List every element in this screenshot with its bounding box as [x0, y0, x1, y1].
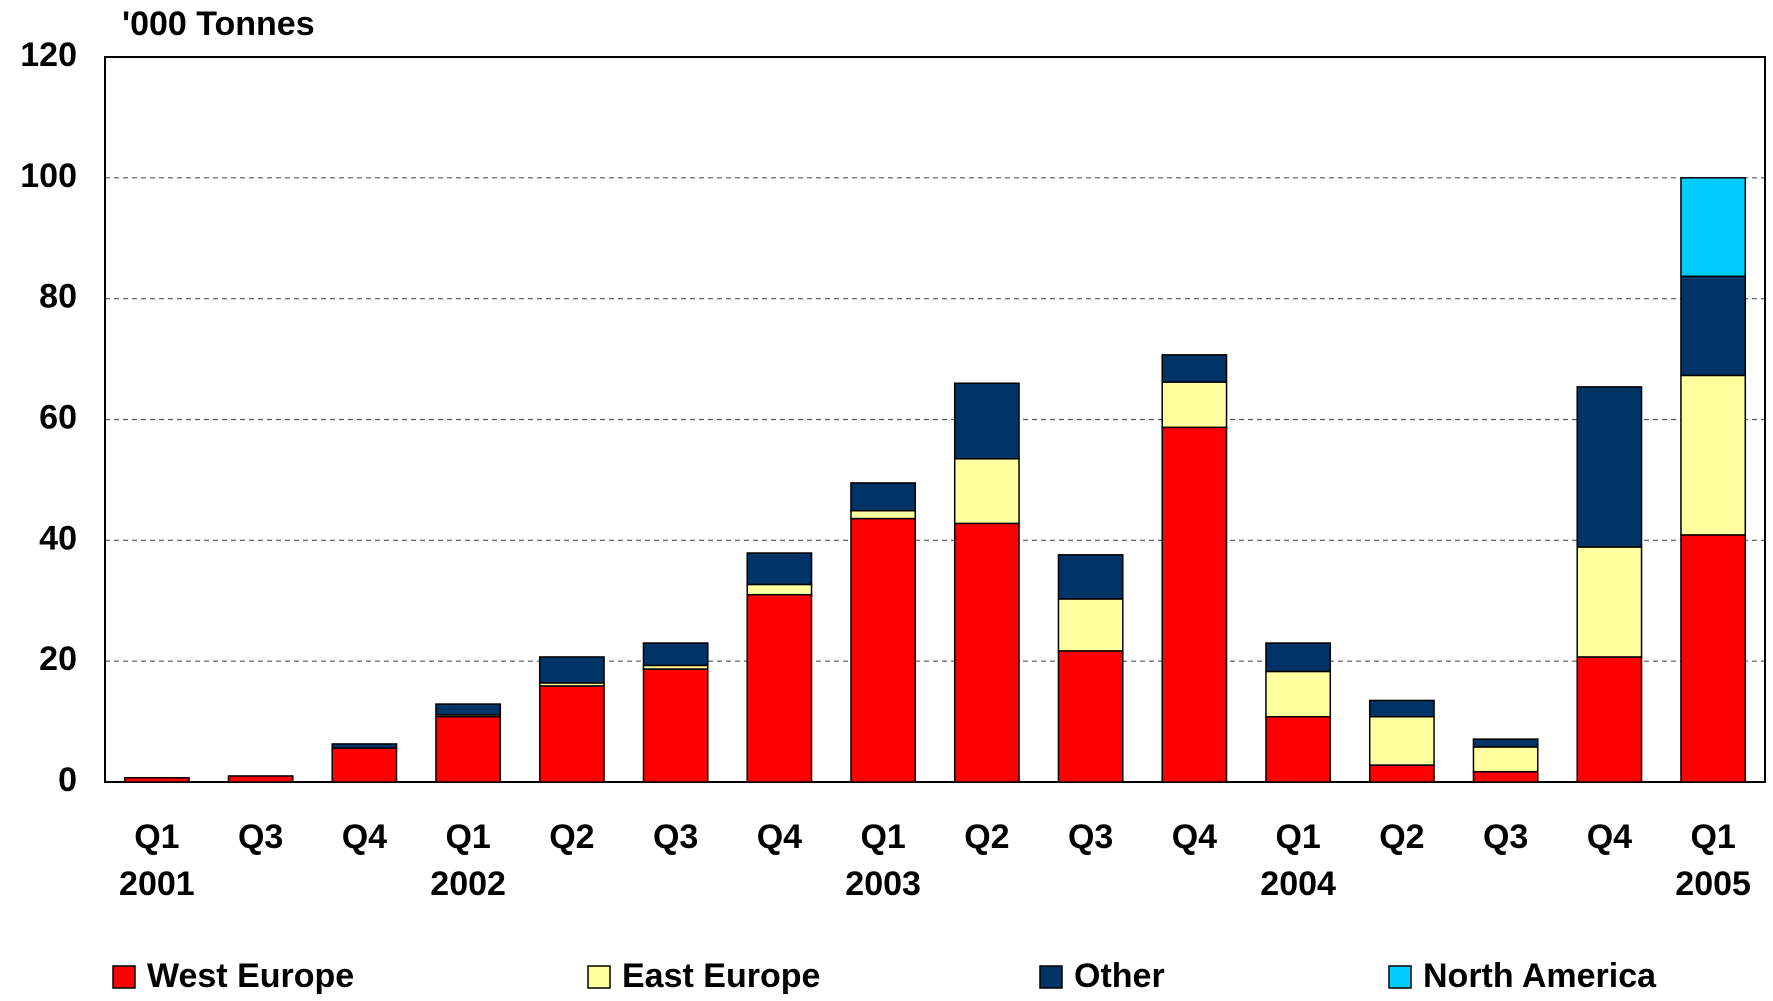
bar-segment [1680, 177, 1747, 278]
legend-swatch [1388, 965, 1412, 989]
bar-segment [746, 552, 813, 586]
bar-segment [1265, 670, 1332, 718]
x-tick-label: Q1 [1275, 818, 1320, 856]
x-tick-label: Q3 [1483, 818, 1528, 856]
y-tick-label: 120 [20, 36, 77, 74]
bar-segment [1576, 546, 1643, 658]
legend-label: West Europe [147, 957, 354, 995]
bar-segment [227, 775, 294, 783]
legend-swatch [112, 965, 136, 989]
x-tick-label: Q3 [238, 818, 283, 856]
x-tick-label: Q4 [1587, 818, 1632, 856]
bar-segment [1057, 598, 1124, 652]
bar-segment [850, 509, 917, 520]
bar-segment [1265, 642, 1332, 673]
bar-segment [1680, 275, 1747, 377]
bar-segment [1472, 770, 1539, 783]
legend-swatch [587, 965, 611, 989]
legend-label: East Europe [622, 957, 820, 995]
bar-segment [538, 685, 605, 783]
legend-label: Other [1074, 957, 1165, 995]
bar-segment [953, 458, 1020, 525]
bar-segment [1680, 374, 1747, 536]
bar-segment [331, 743, 398, 749]
bar-segment [538, 656, 605, 684]
legend-swatch [1039, 965, 1063, 989]
bar-segment [1680, 534, 1747, 783]
bar-segment [1472, 746, 1539, 773]
x-tick-label: Q1 [134, 818, 179, 856]
x-group-label: 2005 [1675, 865, 1751, 903]
x-tick-label: Q4 [1172, 818, 1217, 856]
x-tick-label: Q1 [860, 818, 905, 856]
x-tick-label: Q3 [1068, 818, 1113, 856]
bar-segment [1161, 426, 1228, 783]
y-tick-label: 80 [39, 278, 77, 316]
legend-label: North America [1423, 957, 1657, 995]
chart-title: '000 Tonnes [122, 5, 315, 43]
bar-segment [1472, 738, 1539, 748]
y-tick-label: 20 [39, 640, 77, 678]
y-tick-label: 0 [58, 761, 77, 799]
bar-segment [642, 668, 709, 783]
bar-segment [331, 747, 398, 783]
bar-segment [1368, 764, 1435, 783]
bar-segment [1161, 381, 1228, 429]
x-tick-label: Q4 [342, 818, 387, 856]
bar-segment [435, 703, 502, 716]
x-tick-label: Q2 [549, 818, 594, 856]
bar-segment [642, 642, 709, 667]
x-tick-label: Q2 [964, 818, 1009, 856]
bar-segment [1161, 354, 1228, 383]
bar-segment [1368, 716, 1435, 766]
x-group-label: 2003 [845, 865, 921, 903]
bar-segment [850, 482, 917, 512]
x-group-label: 2001 [119, 865, 195, 903]
x-tick-label: Q3 [653, 818, 698, 856]
y-tick-label: 40 [39, 519, 77, 557]
x-group-label: 2002 [430, 865, 506, 903]
bar-segment [1576, 656, 1643, 783]
x-tick-label: Q2 [1379, 818, 1424, 856]
bar-segment [1265, 716, 1332, 783]
bar-segment [746, 583, 813, 596]
y-tick-label: 60 [39, 398, 77, 436]
x-group-label: 2004 [1260, 865, 1336, 903]
bar-segment [953, 522, 1020, 783]
bar-segment [850, 517, 917, 783]
bar-segment [1368, 699, 1435, 718]
x-tick-label: Q4 [757, 818, 802, 856]
bar-segment [1057, 554, 1124, 600]
bar-segment [1057, 650, 1124, 783]
y-tick-label: 100 [20, 157, 77, 195]
bar-segment [123, 777, 190, 783]
plot-border [104, 56, 1766, 783]
x-tick-label: Q1 [445, 818, 490, 856]
bar-segment [746, 593, 813, 783]
bar-segment [435, 716, 502, 783]
x-tick-label: Q1 [1690, 818, 1735, 856]
bar-segment [1576, 386, 1643, 548]
bar-segment [953, 382, 1020, 460]
